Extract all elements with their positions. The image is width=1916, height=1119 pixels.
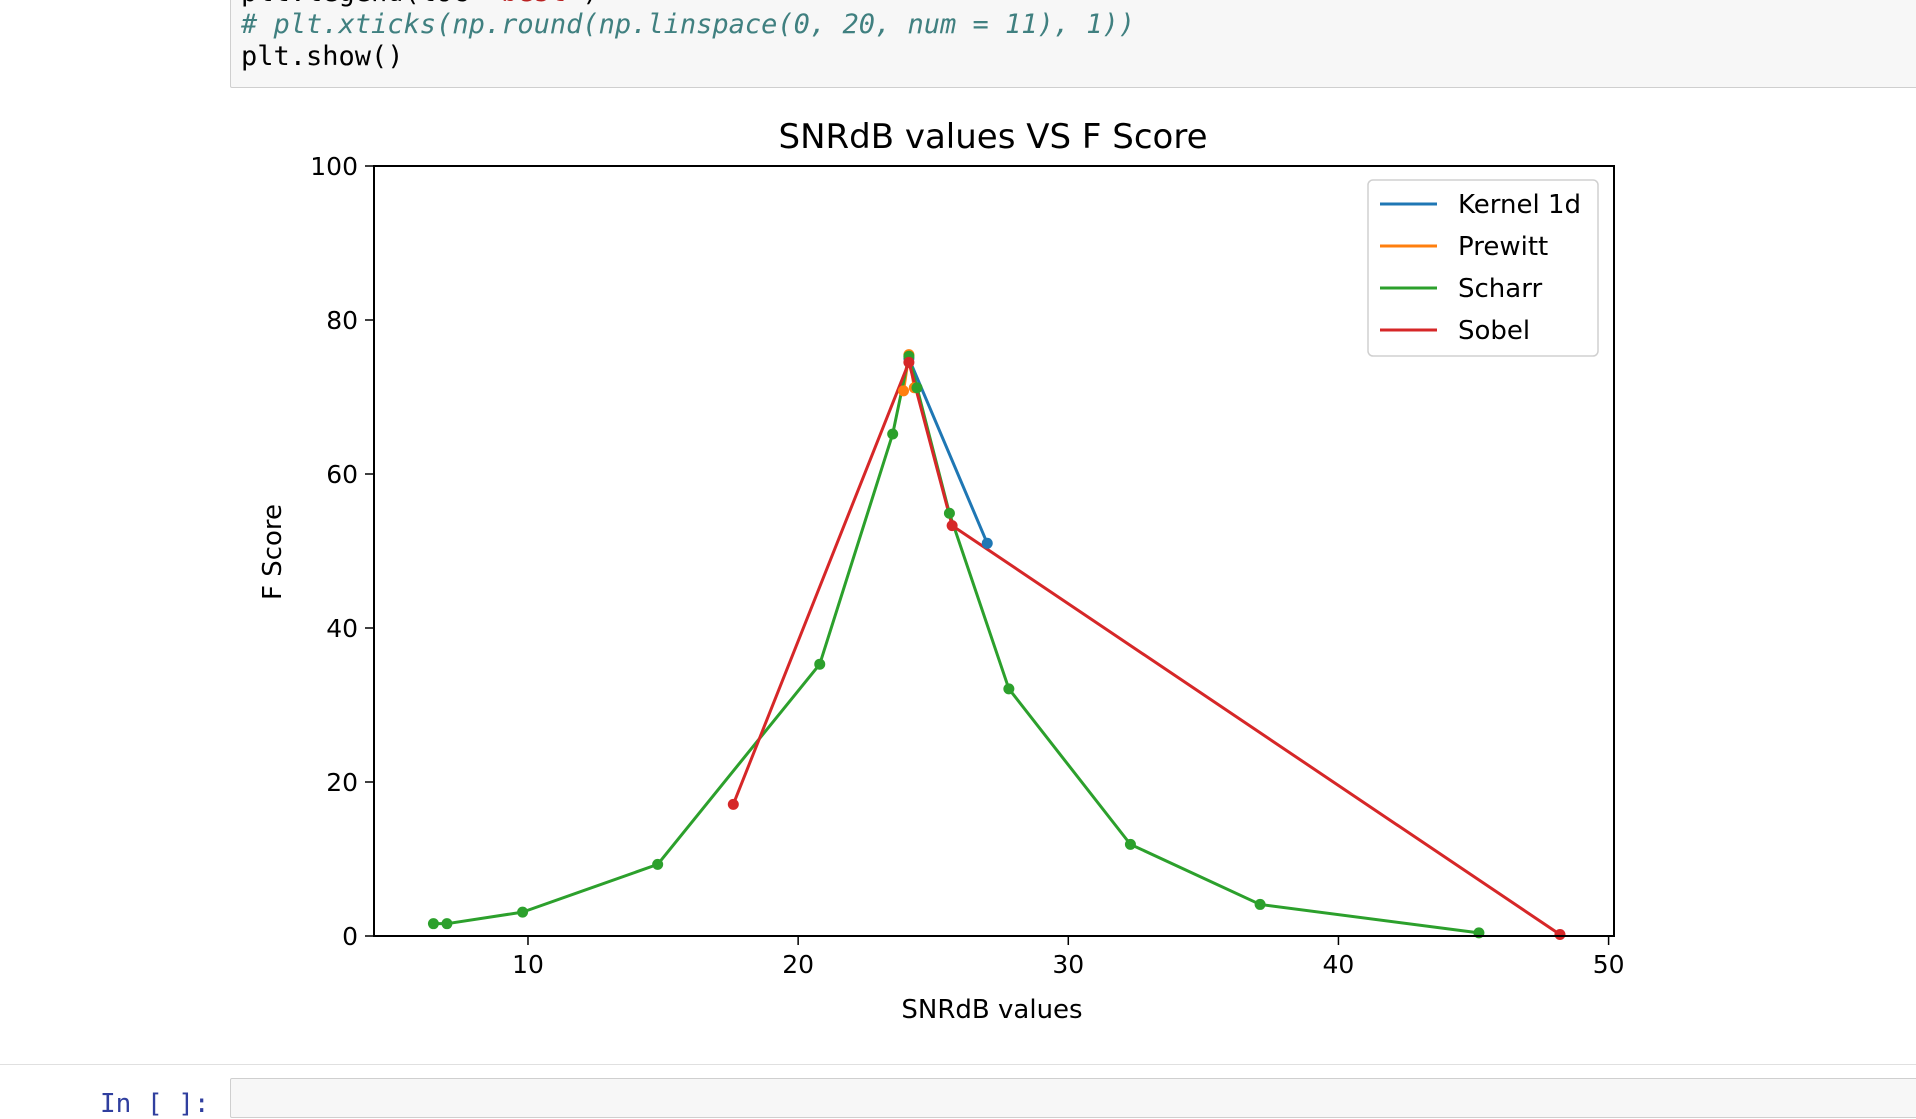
plot-frame <box>373 165 1615 937</box>
y-tick-label: 20 <box>326 768 358 797</box>
y-tick-label: 80 <box>326 306 358 335</box>
code-cell[interactable]: plt.legend(loc='best') # plt.xticks(np.r… <box>230 0 1916 88</box>
data-point-scharr <box>1003 683 1015 695</box>
chart: SNRdB values VS F Score 10 20 30 40 50 0 20 40… <box>258 117 1625 1025</box>
data-point-scharr <box>441 918 453 930</box>
x-tick-label: 30 <box>1052 950 1084 979</box>
legend-label-kernel-1d: Kernel 1d <box>1458 190 1581 220</box>
cell-prompt: In [ ]: <box>100 1089 210 1119</box>
y-axis: 0 20 40 60 80 100 <box>310 152 374 951</box>
plot-points <box>427 349 1566 940</box>
data-point-scharr <box>1254 898 1266 910</box>
series-line-scharr <box>431 354 1481 935</box>
y-tick-label: 40 <box>326 614 358 643</box>
legend-label-prewitt: Prewitt <box>1458 232 1548 262</box>
series-line-sobel <box>731 360 1562 936</box>
code-line-legend: plt.legend(loc='best') <box>241 0 599 9</box>
data-point-scharr <box>1124 838 1136 850</box>
y-tick-label: 100 <box>310 152 358 181</box>
x-axis: 10 20 30 40 50 <box>512 936 1625 979</box>
chart-title: SNRdB values VS F Score <box>779 117 1208 157</box>
data-point-scharr <box>911 382 923 394</box>
x-tick-label: 40 <box>1323 950 1355 979</box>
y-tick-label: 60 <box>326 460 358 489</box>
y-tick-label: 0 <box>342 922 358 951</box>
data-point-sobel <box>903 356 915 368</box>
output-divider <box>0 1064 1916 1065</box>
x-tick-label: 50 <box>1593 950 1625 979</box>
x-tick-label: 20 <box>782 950 814 979</box>
legend-box <box>1367 179 1599 357</box>
data-point-scharr <box>943 507 955 519</box>
legend-label-sobel: Sobel <box>1458 316 1530 346</box>
cell-output: SNRdB values VS F Score 10 20 30 40 50 0 20 40… <box>0 95 1916 1065</box>
data-point-sobel <box>727 798 739 810</box>
data-point-scharr <box>652 858 664 870</box>
legend-label-scharr: Scharr <box>1458 274 1542 304</box>
data-point-scharr <box>814 658 826 670</box>
data-point-kernel-1d <box>981 537 993 549</box>
legend: Kernel 1d Prewitt Scharr Sobel <box>1367 179 1599 357</box>
x-tick-label: 10 <box>512 950 544 979</box>
data-point-scharr <box>887 428 899 440</box>
data-point-scharr <box>517 906 529 918</box>
plot-lines <box>431 353 1562 936</box>
data-point-scharr <box>427 918 439 930</box>
y-axis-label: F Score <box>258 504 288 600</box>
data-point-sobel <box>946 520 958 532</box>
data-point-sobel <box>1554 928 1566 940</box>
data-point-prewitt <box>897 385 909 397</box>
code-line-show: plt.show() <box>241 41 404 72</box>
x-axis-label: SNRdB values <box>901 995 1082 1025</box>
empty-code-cell[interactable] <box>230 1078 1916 1118</box>
code-line-comment: # plt.xticks(np.round(np.linspace(0, 20,… <box>241 9 1136 40</box>
